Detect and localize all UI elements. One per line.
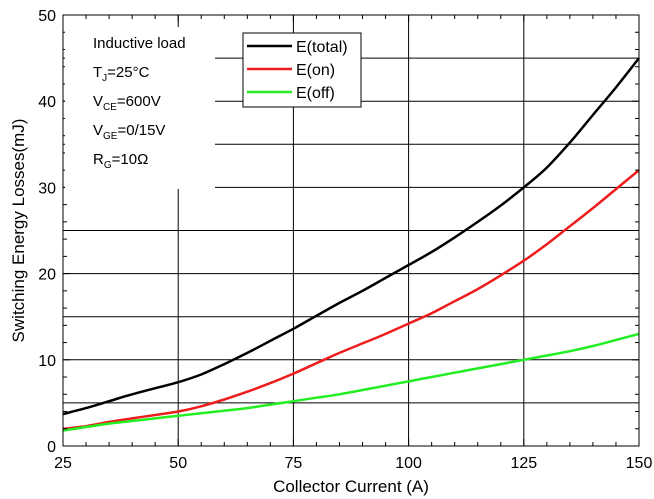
legend-label-1: E(on) <box>296 62 335 79</box>
y-tick-label: 20 <box>38 267 56 284</box>
x-tick-label: 150 <box>626 455 653 472</box>
series-line-1 <box>62 169 640 431</box>
series-line-0 <box>62 57 640 416</box>
y-tick-label: 30 <box>38 180 56 197</box>
y-tick-label: 10 <box>38 353 56 370</box>
x-tick-label: 100 <box>395 455 422 472</box>
condition-2: VCE=600V <box>93 93 161 113</box>
legend-items: E(total) E(on) E(off) <box>247 39 348 102</box>
legend-label-0: E(total) <box>296 39 348 56</box>
series-line-2 <box>62 332 640 432</box>
y-tick-label: 40 <box>38 94 56 111</box>
legend-label-2: E(off) <box>296 85 335 102</box>
x-tick-label: 75 <box>285 455 303 472</box>
conditions-text: Inductive load TJ=25°C VCE=600V VGE=0/15V RG… <box>93 35 186 171</box>
tick-labels: 25 50 75 100 125 150 0 10 20 30 40 50 <box>38 8 652 472</box>
x-tick-label: 125 <box>510 455 537 472</box>
y-tick-label: 50 <box>38 8 56 25</box>
y-axis-label: Switching Energy Losses(mJ) <box>9 119 28 343</box>
condition-0: Inductive load <box>93 35 186 52</box>
condition-4: RG=10Ω <box>93 151 148 171</box>
x-tick-label: 50 <box>169 455 187 472</box>
condition-1: TJ=25°C <box>93 64 150 84</box>
x-axis-label: Collector Current (A) <box>273 477 429 496</box>
plot-frame <box>62 14 640 447</box>
conditions-box <box>65 27 215 189</box>
x-tick-label: 25 <box>54 455 72 472</box>
y-tick-label: 0 <box>47 439 56 456</box>
axis-ticks <box>62 14 640 447</box>
series-lines <box>62 57 640 432</box>
condition-3: VGE=0/15V <box>93 122 165 142</box>
